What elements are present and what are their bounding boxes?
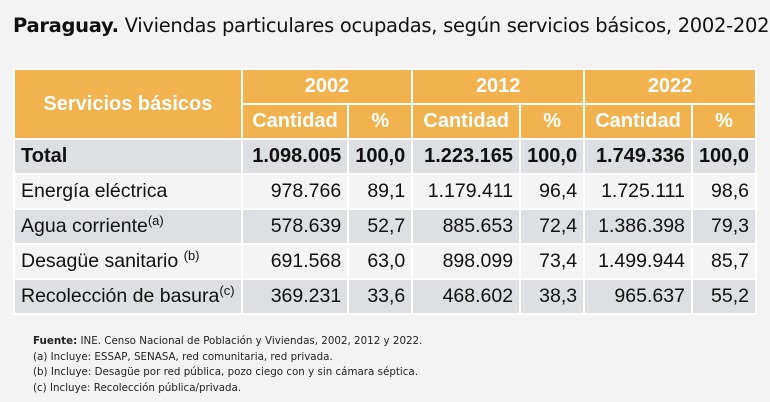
cell-cantidad: 691.568 xyxy=(240,243,350,280)
page-title: Paraguay. Viviendas particulares ocupada… xyxy=(13,14,770,37)
cell-percent: 89,1 xyxy=(347,173,414,210)
cell-percent: 33,6 xyxy=(347,278,414,315)
header-percent: % xyxy=(690,103,758,140)
cell-cantidad: 1.749.336 xyxy=(583,138,693,175)
row-label: Energía eléctrica xyxy=(13,173,243,210)
footnotes: Fuente: INE. Censo Nacional de Población… xyxy=(33,334,422,396)
cell-cantidad: 978.766 xyxy=(240,173,350,210)
cell-percent: 38,3 xyxy=(519,278,586,315)
cell-cantidad: 1.386.398 xyxy=(583,208,693,245)
footnote-a: (a) Incluye: ESSAP, SENASA, red comunita… xyxy=(33,350,333,363)
cell-cantidad: 468.602 xyxy=(411,278,522,315)
services-table: Servicios básicos 2002 2012 2022 Cantida… xyxy=(13,68,758,315)
source-label: Fuente: xyxy=(33,335,78,347)
table-row: Desagüe sanitario (b) 691.568 63,0 898.099 7… xyxy=(13,243,758,280)
header-percent: % xyxy=(347,103,414,140)
cell-cantidad: 1.179.411 xyxy=(411,173,522,210)
source-note: Fuente: INE. Censo Nacional de Población… xyxy=(33,334,422,350)
row-label-text: Energía eléctrica xyxy=(21,180,168,202)
title-text: Viviendas particulares ocupadas, según s… xyxy=(118,14,770,37)
cell-percent: 52,7 xyxy=(347,208,414,245)
cell-percent: 100,0 xyxy=(519,138,586,175)
cell-cantidad: 1.223.165 xyxy=(411,138,522,175)
cell-percent: 72,4 xyxy=(519,208,586,245)
cell-percent: 63,0 xyxy=(347,243,414,280)
footnote-marker: (c) xyxy=(219,283,235,298)
title-country: Paraguay. xyxy=(13,14,119,37)
header-servicios: Servicios básicos xyxy=(13,68,243,140)
cell-percent: 100,0 xyxy=(347,138,414,175)
cell-cantidad: 898.099 xyxy=(411,243,522,280)
header-year: 2002 xyxy=(240,68,414,105)
row-label: Agua corriente(a) xyxy=(13,208,243,245)
source-text: INE. Censo Nacional de Población y Vivie… xyxy=(77,335,423,347)
table-row: Agua corriente(a) 578.639 52,7 885.653 72,4 1… xyxy=(13,208,758,245)
row-label: Recolección de basura(c) xyxy=(13,278,243,315)
row-label: Desagüe sanitario (b) xyxy=(13,243,243,280)
cell-cantidad: 885.653 xyxy=(411,208,522,245)
cell-percent: 73,4 xyxy=(519,243,586,280)
table-row: Recolección de basura(c) 369.231 33,6 468.6… xyxy=(13,278,758,315)
header-year: 2022 xyxy=(583,68,757,105)
header-year: 2012 xyxy=(411,68,586,105)
header-percent: % xyxy=(519,103,586,140)
footnote-marker: (b) xyxy=(183,248,200,263)
header-cantidad: Cantidad xyxy=(583,103,693,140)
header-cantidad: Cantidad xyxy=(240,103,350,140)
footnote-b: (b) Incluye: Desagüe por red pública, po… xyxy=(33,366,419,378)
footnote-marker: (a) xyxy=(147,213,164,228)
cell-percent: 55,2 xyxy=(690,278,758,315)
cell-percent: 79,3 xyxy=(690,208,758,245)
cell-percent: 96,4 xyxy=(519,173,586,210)
row-label-text: Total xyxy=(21,145,68,167)
header-cantidad: Cantidad xyxy=(411,103,522,140)
row-label-text: Agua corriente xyxy=(21,215,148,237)
table-row: Energía eléctrica 978.766 89,1 1.179.411 96,… xyxy=(13,173,758,210)
row-label-text: Recolección de basura xyxy=(21,285,220,307)
cell-percent: 98,6 xyxy=(690,173,758,210)
cell-cantidad: 965.637 xyxy=(583,278,693,315)
cell-cantidad: 369.231 xyxy=(240,278,350,315)
cell-percent: 85,7 xyxy=(690,243,758,280)
row-label-text: Desagüe sanitario xyxy=(21,250,184,272)
row-label: Total xyxy=(13,138,243,175)
cell-cantidad: 1.098.005 xyxy=(240,138,350,175)
cell-cantidad: 1.725.111 xyxy=(583,173,693,210)
footnote-c: (c) Incluye: Recolección pública/privada… xyxy=(33,381,242,394)
cell-cantidad: 1.499.944 xyxy=(583,243,693,280)
cell-percent: 100,0 xyxy=(690,138,758,175)
cell-cantidad: 578.639 xyxy=(240,208,350,245)
table-row: Total 1.098.005 100,0 1.223.165 100,0 1.749.3… xyxy=(13,138,758,175)
